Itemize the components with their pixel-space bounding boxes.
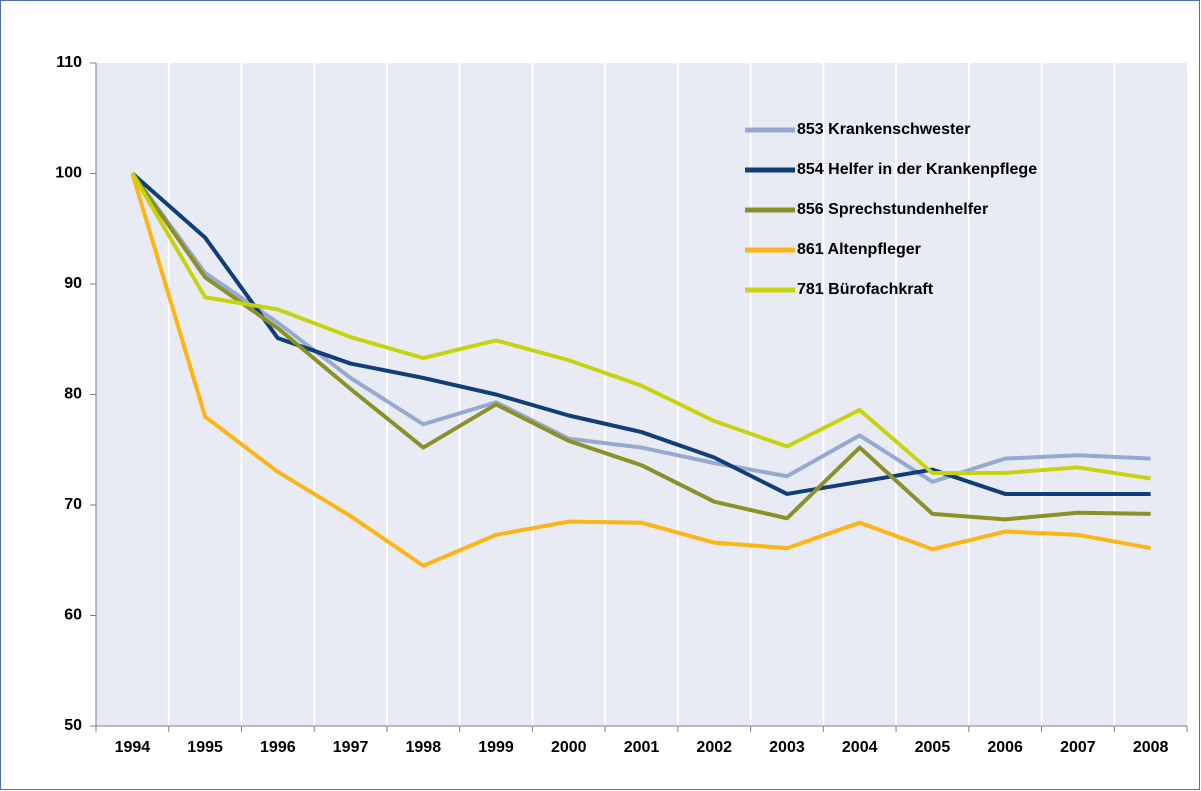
y-tick-label: 60 (64, 607, 82, 624)
series-line (130, 172, 1151, 481)
legend: 853 Krankenschwester 854 Helfer in der Kr… (745, 121, 1037, 298)
legend-label: 854 Helfer in der Krankenpflege (797, 161, 1037, 178)
x-tick-label: 2001 (624, 739, 660, 756)
y-tick-label: 90 (64, 275, 82, 292)
x-tick-label: 1999 (478, 739, 514, 756)
x-tick-label: 2007 (1060, 739, 1096, 756)
x-tick-label: 1996 (260, 739, 296, 756)
y-tick-label: 70 (64, 496, 82, 513)
x-tick-label: 1997 (333, 739, 369, 756)
legend-label: 861 Altenpfleger (797, 241, 921, 258)
legend-label: 853 Krankenschwester (797, 121, 970, 138)
axes: 50 60 70 80 90 100 110 1994 1995 1996 1997 1998 1999… (55, 54, 1188, 756)
x-tick-label: 2006 (987, 739, 1023, 756)
x-tick-label: 2003 (769, 739, 805, 756)
x-tick-label: 2002 (696, 739, 732, 756)
x-tick-label: 1995 (187, 739, 223, 756)
y-tick-label: 100 (55, 165, 82, 182)
x-tick-label: 2000 (551, 739, 587, 756)
x-tick-label: 2004 (842, 739, 878, 756)
grid (167, 63, 1116, 726)
lines (130, 171, 1151, 568)
series-line (130, 172, 1151, 522)
x-tick-label: 2005 (915, 739, 951, 756)
legend-label: 856 Sprechstundenhelfer (797, 201, 988, 218)
legend-label: 781 Bürofachkraft (797, 281, 934, 298)
y-tick-label: 80 (64, 386, 82, 403)
y-tick-label: 110 (56, 54, 82, 71)
y-tick-label: 50 (64, 717, 82, 734)
x-tick-label: 1994 (115, 739, 151, 756)
x-tick-label: 1998 (406, 739, 442, 756)
plot-area (96, 63, 1187, 726)
series-line (130, 172, 1151, 568)
x-tick-label: 2008 (1133, 739, 1169, 756)
series-line (130, 172, 1151, 484)
